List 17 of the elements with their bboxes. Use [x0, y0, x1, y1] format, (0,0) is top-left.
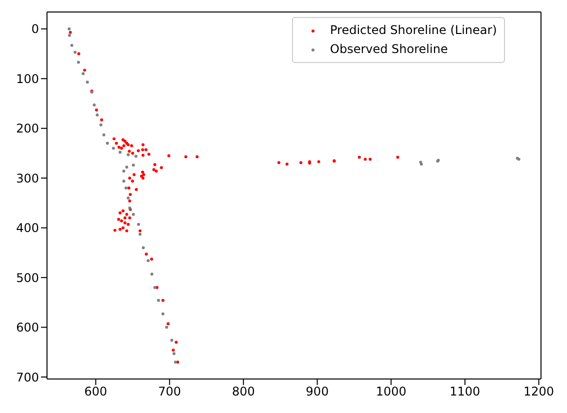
legend-label: Predicted Shoreline (Linear): [330, 22, 497, 39]
y-tick-label: 100: [16, 72, 39, 86]
y-tick-label: 300: [16, 171, 39, 186]
x-tick-label: 1100: [450, 384, 480, 399]
x-tick-label: 700: [158, 384, 182, 399]
x-tick-label: 900: [306, 384, 329, 399]
y-tick-label: 700: [16, 370, 39, 384]
x-tick-label: 600: [84, 384, 108, 399]
y-tick-label: 500: [16, 270, 39, 285]
y-tick-label: 600: [16, 320, 39, 335]
x-tick-label: 1200: [524, 384, 554, 399]
y-tick-label: 400: [16, 221, 39, 236]
x-tick-label: 1000: [376, 384, 406, 399]
y-tick-label: 200: [16, 122, 39, 136]
legend-label: Observed Shoreline: [330, 41, 448, 58]
y-tick-label: 0: [31, 22, 39, 36]
x-tick-label: 800: [232, 384, 255, 399]
